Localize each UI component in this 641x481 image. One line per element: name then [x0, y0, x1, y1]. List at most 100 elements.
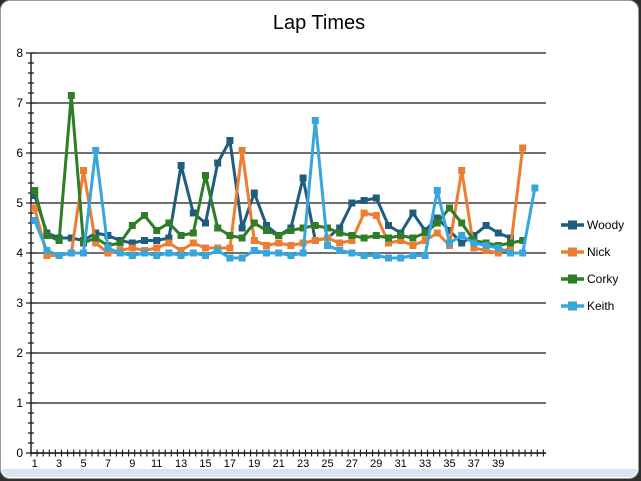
- data-point-keith[interactable]: [31, 217, 39, 224]
- data-point-corky[interactable]: [360, 234, 368, 242]
- data-point-keith[interactable]: [116, 249, 124, 257]
- data-point-corky[interactable]: [202, 172, 209, 179]
- data-point-corky[interactable]: [177, 232, 185, 239]
- data-point-corky[interactable]: [275, 232, 283, 239]
- data-point-corky[interactable]: [55, 237, 63, 244]
- data-point-nick[interactable]: [250, 237, 258, 244]
- data-point-corky[interactable]: [336, 229, 344, 237]
- data-point-corky[interactable]: [519, 237, 527, 244]
- data-point-woody[interactable]: [409, 209, 417, 217]
- data-point-woody[interactable]: [458, 239, 466, 247]
- data-point-keith[interactable]: [299, 249, 307, 257]
- data-point-keith[interactable]: [409, 252, 417, 259]
- data-point-keith[interactable]: [311, 117, 319, 124]
- plot-area[interactable]: [31, 92, 539, 262]
- data-point-corky[interactable]: [397, 232, 405, 239]
- data-point-nick[interactable]: [177, 247, 185, 254]
- data-point-nick[interactable]: [397, 237, 405, 244]
- data-point-corky[interactable]: [507, 239, 514, 247]
- data-point-woody[interactable]: [67, 234, 75, 242]
- data-point-nick[interactable]: [336, 239, 344, 247]
- data-point-nick[interactable]: [80, 167, 87, 174]
- data-point-woody[interactable]: [482, 222, 490, 229]
- data-point-nick[interactable]: [482, 247, 490, 254]
- data-point-nick[interactable]: [458, 167, 466, 174]
- data-point-keith[interactable]: [531, 184, 539, 192]
- data-point-woody[interactable]: [348, 199, 356, 207]
- data-point-keith[interactable]: [360, 252, 368, 259]
- data-point-nick[interactable]: [372, 212, 380, 219]
- data-point-keith[interactable]: [324, 242, 331, 249]
- data-point-woody[interactable]: [372, 194, 380, 202]
- data-point-nick[interactable]: [128, 244, 136, 252]
- data-point-woody[interactable]: [165, 234, 173, 242]
- data-point-corky[interactable]: [385, 234, 392, 242]
- data-point-corky[interactable]: [165, 219, 173, 227]
- data-point-nick[interactable]: [385, 239, 392, 247]
- data-point-corky[interactable]: [116, 239, 124, 247]
- data-point-corky[interactable]: [311, 222, 319, 229]
- data-point-keith[interactable]: [92, 147, 100, 154]
- data-point-corky[interactable]: [287, 227, 295, 234]
- data-point-woody[interactable]: [336, 224, 344, 232]
- data-point-woody[interactable]: [433, 214, 441, 222]
- data-point-nick[interactable]: [92, 239, 100, 247]
- data-point-corky[interactable]: [446, 204, 453, 212]
- data-point-nick[interactable]: [153, 244, 161, 252]
- data-point-corky[interactable]: [263, 227, 270, 234]
- data-point-keith[interactable]: [177, 252, 185, 259]
- data-point-corky[interactable]: [372, 232, 380, 239]
- data-point-keith[interactable]: [153, 252, 161, 259]
- data-point-corky[interactable]: [433, 219, 441, 227]
- data-point-corky[interactable]: [226, 232, 234, 239]
- data-point-woody[interactable]: [263, 222, 270, 229]
- data-point-woody[interactable]: [250, 189, 258, 197]
- legend-item-nick[interactable]: Nick: [561, 245, 611, 259]
- data-point-corky[interactable]: [250, 219, 258, 227]
- data-point-keith[interactable]: [189, 249, 197, 257]
- data-point-keith[interactable]: [263, 249, 270, 257]
- data-point-corky[interactable]: [421, 229, 429, 237]
- data-point-nick[interactable]: [519, 144, 527, 152]
- data-point-corky[interactable]: [141, 212, 148, 219]
- data-point-corky[interactable]: [31, 187, 39, 194]
- data-point-woody[interactable]: [153, 237, 161, 244]
- data-point-nick[interactable]: [31, 204, 39, 212]
- data-point-woody[interactable]: [104, 232, 112, 239]
- data-point-woody[interactable]: [202, 219, 209, 227]
- data-point-woody[interactable]: [446, 227, 453, 234]
- data-point-keith[interactable]: [202, 252, 209, 259]
- legend-item-keith[interactable]: Keith: [561, 299, 614, 313]
- data-point-woody[interactable]: [226, 137, 234, 144]
- data-point-keith[interactable]: [250, 247, 258, 254]
- data-point-woody[interactable]: [128, 239, 136, 247]
- data-point-nick[interactable]: [263, 242, 270, 249]
- data-point-woody[interactable]: [299, 174, 307, 182]
- data-point-keith[interactable]: [470, 239, 478, 247]
- data-point-keith[interactable]: [80, 249, 87, 257]
- data-point-nick[interactable]: [165, 239, 173, 247]
- data-point-nick[interactable]: [433, 229, 441, 237]
- data-point-nick[interactable]: [421, 237, 429, 244]
- data-point-keith[interactable]: [385, 254, 392, 262]
- data-point-woody[interactable]: [470, 232, 478, 239]
- data-point-keith[interactable]: [165, 249, 173, 257]
- data-point-keith[interactable]: [43, 247, 51, 254]
- data-point-nick[interactable]: [507, 244, 514, 252]
- data-point-keith[interactable]: [421, 252, 429, 259]
- data-point-keith[interactable]: [238, 254, 246, 262]
- data-point-nick[interactable]: [226, 244, 234, 252]
- data-point-nick[interactable]: [238, 147, 246, 154]
- data-point-corky[interactable]: [238, 234, 246, 242]
- data-point-corky[interactable]: [409, 234, 417, 242]
- data-point-corky[interactable]: [324, 224, 331, 232]
- data-point-woody[interactable]: [360, 197, 368, 204]
- data-point-woody[interactable]: [141, 237, 148, 244]
- data-point-woody[interactable]: [238, 224, 246, 232]
- data-point-keith[interactable]: [507, 249, 514, 257]
- data-point-corky[interactable]: [128, 222, 136, 229]
- data-point-keith[interactable]: [141, 249, 148, 257]
- data-point-corky[interactable]: [299, 224, 307, 232]
- data-point-nick[interactable]: [104, 249, 112, 257]
